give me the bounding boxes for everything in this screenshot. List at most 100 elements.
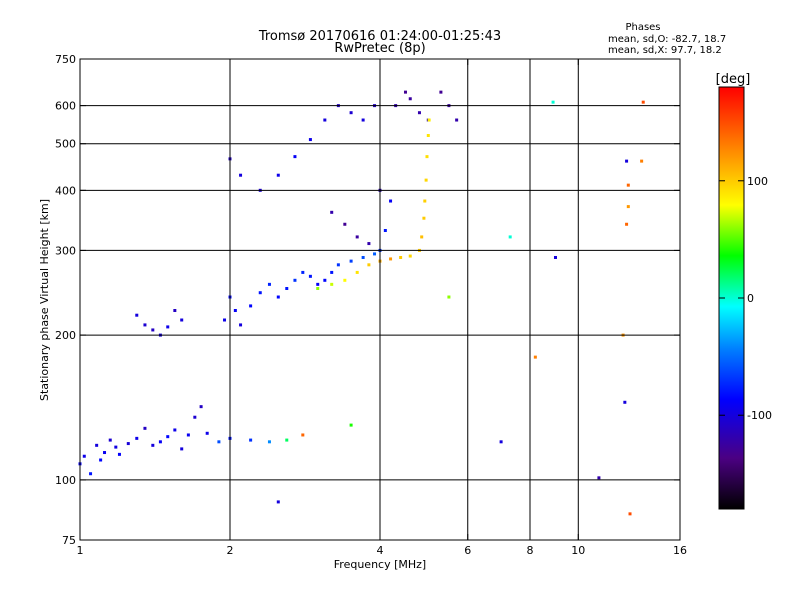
- data-point: [323, 118, 327, 122]
- data-point: [383, 228, 387, 232]
- data-point: [193, 415, 197, 419]
- data-point: [361, 255, 365, 259]
- data-point: [82, 454, 86, 458]
- data-point: [239, 173, 243, 177]
- data-point: [408, 97, 412, 101]
- data-point: [233, 309, 237, 313]
- data-point: [551, 100, 555, 104]
- data-point: [285, 286, 289, 290]
- data-point: [143, 323, 147, 327]
- data-point: [355, 270, 359, 274]
- y-tick-label: 600: [55, 100, 76, 113]
- data-point: [199, 405, 203, 409]
- data-point: [267, 282, 271, 286]
- data-point: [276, 295, 280, 299]
- data-point: [439, 90, 443, 94]
- x-tick-label: 10: [571, 544, 585, 557]
- data-point: [553, 255, 557, 259]
- chart-subtitle: RwPretec (8p): [334, 41, 425, 56]
- data-point: [151, 443, 155, 447]
- data-point: [420, 235, 424, 239]
- chart-title: Tromsø 20170616 01:24:00-01:25:43: [258, 29, 501, 44]
- data-point: [597, 476, 601, 480]
- data-point: [389, 199, 393, 203]
- data-point: [249, 438, 253, 442]
- x-tick-label: 1: [77, 544, 84, 557]
- data-point: [625, 159, 629, 163]
- data-point: [349, 259, 353, 263]
- data-point: [367, 263, 371, 267]
- info-line-x: mean, sd,X: 97.7, 18.2: [608, 45, 722, 56]
- data-point: [447, 295, 451, 299]
- data-point: [285, 438, 289, 442]
- data-point: [425, 155, 429, 159]
- y-tick-label: 750: [55, 53, 76, 66]
- info-line-o: mean, sd,O: -82.7, 18.7: [608, 34, 726, 45]
- data-point: [173, 309, 177, 313]
- y-tick-label: 300: [55, 244, 76, 257]
- data-point: [330, 270, 334, 274]
- data-point: [316, 286, 320, 290]
- y-axis-label: Stationary phase Virtual Height [km]: [38, 199, 51, 401]
- data-point: [626, 205, 630, 209]
- data-point: [343, 278, 347, 282]
- data-point: [389, 257, 393, 261]
- data-point: [276, 500, 280, 504]
- y-tick-label: 200: [55, 329, 76, 342]
- data-point: [626, 183, 630, 187]
- data-point: [308, 138, 312, 142]
- data-point: [89, 472, 93, 476]
- data-point: [508, 235, 512, 239]
- data-point: [99, 458, 103, 462]
- data-point: [217, 440, 221, 444]
- data-point: [249, 304, 253, 308]
- data-point: [205, 431, 209, 435]
- data-point: [422, 216, 426, 220]
- data-point: [330, 210, 334, 214]
- data-point: [330, 282, 334, 286]
- data-point: [126, 442, 130, 446]
- data-point: [151, 328, 155, 332]
- data-point: [373, 252, 377, 256]
- colorbar-tick-label: -100: [747, 409, 772, 422]
- data-point: [343, 222, 347, 226]
- data-point: [499, 440, 503, 444]
- data-point: [173, 428, 177, 432]
- data-point: [117, 452, 121, 456]
- data-point: [301, 433, 305, 437]
- y-tick-label: 75: [62, 534, 76, 547]
- data-point: [166, 435, 170, 439]
- x-tick-label: 4: [377, 544, 384, 557]
- data-point: [417, 111, 421, 115]
- data-point: [267, 440, 271, 444]
- data-point: [399, 255, 403, 259]
- x-axis-label: Frequency [MHz]: [334, 558, 426, 571]
- data-point: [316, 282, 320, 286]
- data-point: [641, 100, 645, 104]
- colorbar-tick-label: 0: [747, 292, 754, 305]
- data-point: [533, 355, 537, 359]
- data-point: [239, 323, 243, 327]
- data-point: [323, 278, 327, 282]
- data-point: [166, 325, 170, 329]
- data-point: [180, 318, 184, 322]
- data-point: [423, 199, 427, 203]
- info-heading: Phases: [625, 22, 660, 33]
- data-point: [349, 423, 353, 427]
- data-point: [108, 438, 112, 442]
- x-tick-label: 16: [673, 544, 687, 557]
- data-point: [408, 254, 412, 258]
- data-point: [403, 90, 407, 94]
- data-point: [355, 235, 359, 239]
- data-point: [308, 274, 312, 278]
- data-point: [628, 512, 632, 516]
- data-point: [143, 426, 147, 430]
- y-tick-label: 100: [55, 474, 76, 487]
- data-point: [258, 291, 262, 295]
- data-point: [301, 270, 305, 274]
- data-point: [95, 443, 99, 447]
- data-point: [186, 433, 190, 437]
- data-point: [180, 447, 184, 451]
- data-point: [293, 155, 297, 159]
